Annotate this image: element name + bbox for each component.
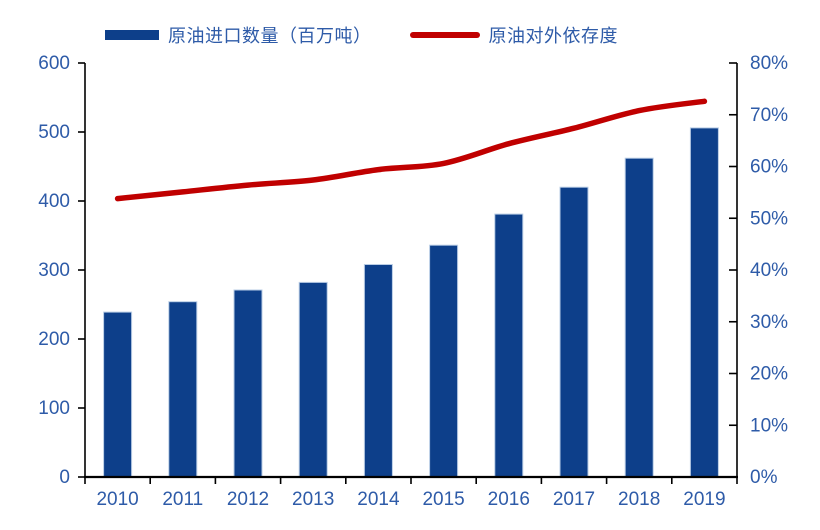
bar-2016: [494, 213, 524, 478]
x-axis-label: 2010: [96, 489, 138, 510]
bar-2017: [559, 186, 589, 478]
x-axis-label: 2012: [227, 489, 269, 510]
x-axis-label: 2014: [357, 489, 400, 510]
left-axis-label: 0: [59, 467, 70, 488]
left-axis-label: 400: [38, 191, 70, 212]
legend-imports-label: 原油进口数量（百万吨）: [168, 26, 372, 46]
legend-dependence-label: 原油对外依存度: [488, 26, 618, 46]
x-axis-label: 2018: [618, 489, 660, 510]
right-axis-label: 0%: [750, 467, 778, 488]
bar-2010: [103, 311, 133, 478]
right-axis-label: 10%: [750, 415, 788, 436]
right-axis-label: 70%: [750, 105, 788, 126]
left-axis-label: 200: [38, 329, 70, 350]
chart-legend: 原油进口数量（百万吨） 原油对外依存度: [105, 22, 760, 48]
bar-2018: [624, 157, 654, 478]
bar-2014: [363, 264, 393, 478]
dependence-line: [114, 98, 708, 202]
x-axis-label: 2015: [422, 489, 464, 510]
left-axis-label: 600: [38, 53, 70, 74]
bar-2015: [429, 244, 459, 478]
bar-2012: [233, 289, 263, 478]
line-series-swatch-icon: [409, 32, 480, 38]
x-axis-label: 2013: [292, 489, 334, 510]
right-axis-label: 80%: [750, 53, 788, 74]
left-axis-label: 100: [38, 398, 70, 419]
right-axis-label: 30%: [750, 312, 788, 333]
left-axis-label: 300: [38, 260, 70, 281]
bar-series-swatch-icon: [105, 30, 159, 40]
x-axis-label: 2011: [162, 489, 203, 510]
x-axis-label: 2019: [683, 489, 725, 510]
bar-2011: [168, 301, 198, 478]
legend-item-dependence: 原油对外依存度: [409, 22, 619, 48]
bar-2019: [689, 127, 719, 478]
left-axis-label: 500: [38, 122, 70, 143]
x-axis-label: 2017: [553, 489, 595, 510]
right-axis-label: 40%: [750, 260, 788, 281]
right-axis-label: 60%: [750, 157, 788, 178]
right-axis-label: 20%: [750, 364, 788, 385]
bar-2013: [298, 281, 328, 478]
right-axis-label: 50%: [750, 208, 788, 229]
x-axis-label: 2016: [488, 489, 530, 510]
legend-item-imports: 原油进口数量（百万吨）: [105, 22, 372, 48]
